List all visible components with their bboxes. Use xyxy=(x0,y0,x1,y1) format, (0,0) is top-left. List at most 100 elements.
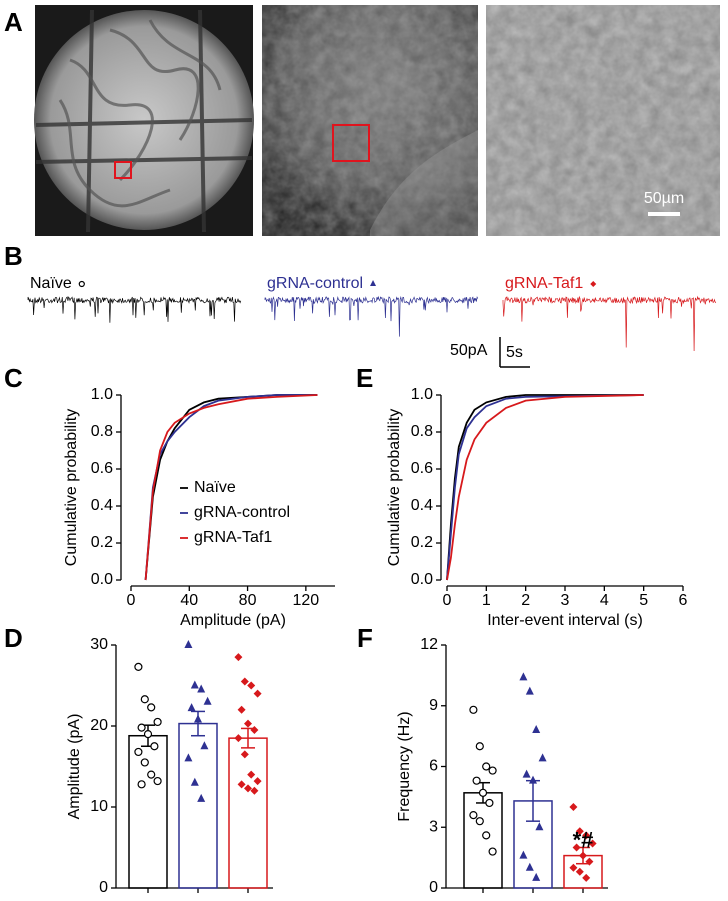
data-point xyxy=(184,640,193,648)
data-point xyxy=(237,705,246,714)
y-axis-label: Amplitude (pA) xyxy=(66,714,83,820)
data-point xyxy=(147,770,156,779)
x-tick-label: 3 xyxy=(561,592,570,609)
y-tick-label: 0.4 xyxy=(91,497,113,514)
x-tick-label: 0 xyxy=(443,592,452,609)
y-tick-label: 0 xyxy=(99,879,108,896)
cdf-line xyxy=(446,394,644,581)
y-tick-label: 10 xyxy=(90,798,108,815)
y-tick-label: 0.8 xyxy=(411,423,433,440)
y-tick-label: 6 xyxy=(429,758,438,775)
panel-label: D xyxy=(4,623,23,653)
scale-label-y: 50pA xyxy=(450,342,488,359)
roi-box xyxy=(332,124,370,162)
y-tick-label: 0.2 xyxy=(411,534,433,551)
data-point xyxy=(140,695,149,704)
data-point xyxy=(137,723,146,732)
y-axis-label: Frequency (Hz) xyxy=(396,711,413,821)
y-tick-label: 12 xyxy=(420,636,438,653)
y-tick-label: 0.0 xyxy=(91,571,113,588)
y-axis-label: Cumulative probability xyxy=(386,409,403,566)
data-point xyxy=(525,862,534,871)
y-tick-label: 0.6 xyxy=(91,460,113,477)
y-tick-label: 1.0 xyxy=(91,386,113,403)
data-point xyxy=(250,786,259,795)
annotation: *# xyxy=(573,827,594,852)
data-point xyxy=(244,719,252,728)
data-point xyxy=(253,689,262,698)
cdf-line xyxy=(446,394,644,581)
data-point xyxy=(190,680,199,689)
data-point xyxy=(244,784,252,793)
x-tick-label: 40 xyxy=(180,592,198,609)
data-point xyxy=(575,827,584,836)
y-tick-label: 30 xyxy=(90,636,108,653)
x-tick-label: 5 xyxy=(639,592,648,609)
x-tick-label: 80 xyxy=(239,592,257,609)
panel-a-images: 50µm xyxy=(34,5,720,236)
panel-label: F xyxy=(357,623,373,653)
y-tick-label: 3 xyxy=(429,818,438,835)
data-point xyxy=(134,662,143,671)
data-point xyxy=(137,780,146,789)
data-point xyxy=(150,742,159,751)
data-point xyxy=(535,822,544,831)
x-tick-label: 0 xyxy=(127,592,136,609)
data-point xyxy=(532,872,541,881)
data-point xyxy=(478,788,488,797)
x-axis-label: Amplitude (pA) xyxy=(180,612,286,629)
legend-label: gRNA-Taf1 xyxy=(194,529,272,546)
cdf-line xyxy=(446,394,644,581)
data-point xyxy=(140,758,149,767)
y-tick-label: 0.6 xyxy=(411,460,433,477)
data-point xyxy=(250,726,259,735)
data-point xyxy=(469,705,478,714)
data-point xyxy=(538,753,547,762)
trace-marker xyxy=(78,280,85,288)
data-point xyxy=(579,851,587,860)
bar xyxy=(463,792,503,889)
data-point xyxy=(582,873,591,882)
x-tick-label: 4 xyxy=(600,592,609,609)
roi-box xyxy=(114,161,132,179)
data-point xyxy=(475,817,484,826)
panel-label: E xyxy=(356,363,373,393)
data-point xyxy=(197,684,206,693)
data-point xyxy=(482,831,491,840)
data-point xyxy=(203,696,212,705)
data-point xyxy=(532,725,541,734)
image-1-grid xyxy=(35,9,253,233)
x-tick-label: 120 xyxy=(293,592,320,609)
data-point xyxy=(237,780,246,789)
data-point xyxy=(588,839,597,848)
trace xyxy=(502,295,717,352)
panel-label: B xyxy=(4,241,23,271)
data-point xyxy=(247,770,256,779)
image-2-texture xyxy=(262,5,478,236)
bar xyxy=(178,722,218,889)
data-point xyxy=(190,777,199,786)
data-point xyxy=(582,831,591,840)
data-point xyxy=(469,810,478,820)
panel-label: C xyxy=(4,363,23,393)
data-point xyxy=(488,847,497,856)
panel-label: A xyxy=(4,7,23,37)
x-tick-label: 2 xyxy=(521,592,530,609)
y-tick-label: 20 xyxy=(90,717,108,734)
data-point xyxy=(143,729,153,739)
data-point xyxy=(194,714,202,723)
data-point xyxy=(488,766,497,775)
data-point xyxy=(153,717,162,727)
data-point xyxy=(575,867,584,876)
y-tick-label: 0 xyxy=(429,879,438,896)
legend-label: gRNA-control xyxy=(194,504,290,521)
trace-marker xyxy=(370,280,377,286)
trace xyxy=(264,295,479,337)
image-2-region xyxy=(370,130,478,236)
bar xyxy=(128,734,168,889)
data-point xyxy=(234,734,243,743)
data-point xyxy=(525,686,534,695)
data-point xyxy=(200,741,209,750)
data-point xyxy=(153,776,162,786)
